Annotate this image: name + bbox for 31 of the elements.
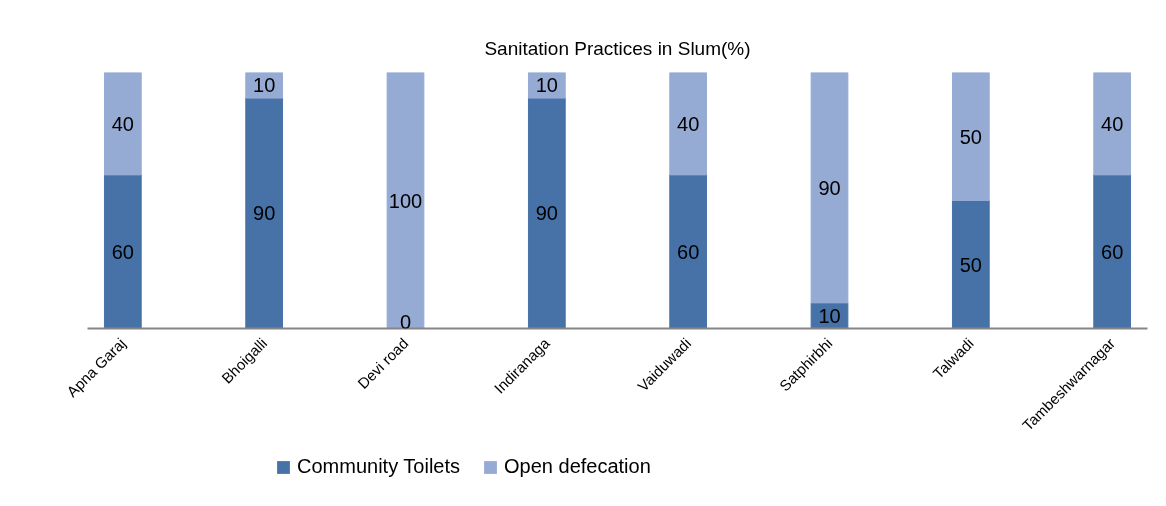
bar bbox=[527, 97, 566, 329]
data-label: 0 bbox=[399, 310, 412, 333]
bar bbox=[1093, 72, 1132, 176]
data-label: 60 bbox=[111, 240, 134, 263]
data-label: 60 bbox=[677, 240, 700, 263]
data-label: 90 bbox=[535, 202, 558, 225]
bar bbox=[103, 72, 142, 176]
bar bbox=[951, 72, 990, 201]
bar bbox=[669, 174, 708, 329]
data-label: 50 bbox=[959, 125, 982, 148]
data-label: 100 bbox=[388, 189, 423, 212]
bar bbox=[1093, 174, 1132, 329]
data-label: 10 bbox=[818, 304, 841, 327]
data-label: 90 bbox=[818, 176, 841, 199]
data-label: 10 bbox=[535, 74, 558, 97]
bar bbox=[103, 174, 142, 329]
bar bbox=[386, 72, 425, 329]
chart-title: Sanitation Practices in Slum(%) bbox=[484, 37, 751, 59]
data-label: 50 bbox=[959, 253, 982, 276]
legend-label: Community Toilets bbox=[297, 455, 461, 478]
data-label: 40 bbox=[1101, 112, 1124, 135]
data-label: 40 bbox=[677, 112, 700, 135]
data-label: 60 bbox=[1101, 240, 1124, 263]
data-label: 90 bbox=[253, 202, 276, 225]
bar bbox=[245, 97, 284, 329]
bar bbox=[810, 72, 849, 304]
bar bbox=[951, 200, 990, 329]
legend-label: Open defecation bbox=[504, 455, 651, 478]
bar bbox=[669, 72, 708, 176]
data-label: 40 bbox=[111, 112, 134, 135]
data-label: 10 bbox=[253, 74, 276, 97]
